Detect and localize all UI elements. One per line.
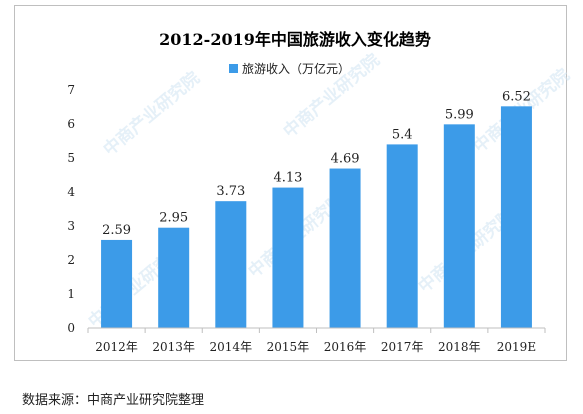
x-tick-label: 2017年 xyxy=(381,340,424,354)
bar xyxy=(443,124,475,328)
bar-value-label: 6.52 xyxy=(502,89,531,104)
x-tick-label: 2019E xyxy=(497,340,536,354)
legend-swatch xyxy=(229,64,238,73)
y-tick-label: 3 xyxy=(67,219,75,233)
x-tick-label: 2014年 xyxy=(210,340,253,354)
x-tick-label: 2012年 xyxy=(95,340,138,354)
bar-value-label: 4.13 xyxy=(273,171,302,186)
y-tick-label: 0 xyxy=(67,321,75,335)
legend-label: 旅游收入（万亿元） xyxy=(242,61,350,76)
bar-value-label: 5.99 xyxy=(445,107,474,122)
x-tick-label: 2018年 xyxy=(438,340,481,354)
bar-value-label: 2.59 xyxy=(102,223,131,238)
source-note: 数据来源：中商产业研究院整理 xyxy=(22,393,205,408)
x-tick-label: 2016年 xyxy=(324,340,367,354)
x-tick-label: 2015年 xyxy=(267,340,310,354)
bar xyxy=(215,201,247,328)
bar xyxy=(158,227,190,328)
x-tick-label: 2013年 xyxy=(152,340,195,354)
y-tick-label: 7 xyxy=(67,83,75,97)
watermark-layer: 中商产业研究院中商产业研究院中商产业研究院中商产业研究院中商产业研究院中商产业研… xyxy=(84,49,574,332)
bar xyxy=(272,187,304,328)
chart-legend: 旅游收入（万亿元） xyxy=(229,61,350,76)
y-tick-label: 5 xyxy=(67,151,75,165)
bar xyxy=(386,144,418,328)
bar-value-label: 3.73 xyxy=(216,184,245,199)
bar-value-label: 4.69 xyxy=(331,152,360,167)
y-tick-label: 4 xyxy=(67,185,75,199)
watermark-text: 中商产业研究院 xyxy=(99,67,204,160)
x-axis: 2012年 2013年 2014年 2015年 2016年 2017年 2018年 2019E xyxy=(87,327,546,354)
bar-value-label: 2.95 xyxy=(159,211,188,226)
bar xyxy=(101,239,133,328)
y-tick-label: 2 xyxy=(67,253,75,267)
bar-series: 2.59 2.95 3.73 4.13 4.69 5.4 5.99 6.52 xyxy=(101,89,532,328)
chart-title: 2012-2019年中国旅游收入变化趋势 xyxy=(159,30,431,49)
bar xyxy=(329,168,361,328)
bar-value-label: 5.4 xyxy=(392,127,413,142)
y-tick-label: 6 xyxy=(67,117,75,131)
y-tick-label: 1 xyxy=(67,287,75,301)
y-axis: 0 1 2 3 4 5 6 7 xyxy=(67,83,75,335)
bar xyxy=(500,106,532,328)
